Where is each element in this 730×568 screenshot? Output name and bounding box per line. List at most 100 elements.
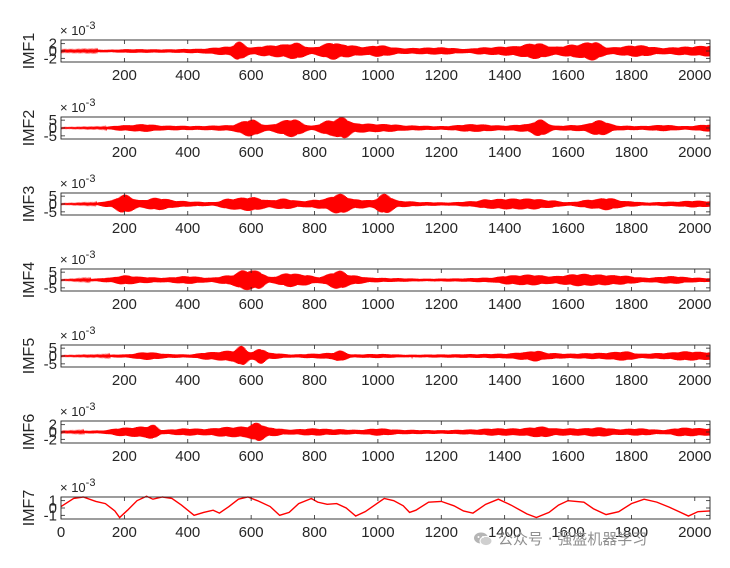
series-imf3 (60, 193, 711, 214)
x-tick-label: 2000 (678, 372, 711, 389)
y-tick-label: 2 (49, 36, 57, 53)
panel-imf5: -505 200 400 600 800 1000 1200 1400 1600 1800 2000… (21, 325, 711, 389)
x-tick-label: 600 (239, 372, 264, 389)
x-tick-label: 1200 (425, 372, 458, 389)
x-tick-label: 1800 (615, 220, 648, 237)
y-tick-label: -1 (44, 507, 57, 524)
y-axis-label: IMF5 (21, 338, 38, 375)
y-axis-label: IMF2 (21, 110, 38, 147)
x-tick-label: 1000 (361, 524, 394, 541)
x-tick-label: 2000 (678, 448, 711, 465)
x-tick-label: 1400 (488, 296, 521, 313)
exponent-power: -3 (86, 325, 96, 337)
series-imf7 (60, 495, 711, 519)
y-tick-label: 2 (49, 417, 57, 434)
x-tick-label: 1600 (551, 296, 584, 313)
x-tick-label: 800 (302, 144, 327, 161)
exponent-power: -3 (86, 97, 96, 109)
y-tick-label: 0 (49, 120, 57, 137)
x-tick-label: 1200 (425, 67, 458, 84)
x-tick-label: 1400 (488, 144, 521, 161)
x-tick-label: 600 (239, 296, 264, 313)
x-tick-label: 1400 (488, 524, 521, 541)
x-tick-label: 600 (239, 448, 264, 465)
y-axis-label: IMF7 (21, 490, 38, 527)
y-tick-label: -5 (44, 204, 57, 221)
x-tick-label: 1800 (615, 144, 648, 161)
panel-imf4: -505 200 400 600 800 1000 1200 1400 1600 1800 2000… (21, 249, 711, 313)
x-tick-label: 200 (112, 67, 137, 84)
x-tick-label: 1800 (615, 448, 648, 465)
x-tick-label: 1200 (425, 220, 458, 237)
axes-box (60, 496, 711, 520)
x-tick-label: 600 (239, 524, 264, 541)
x-tick-label: 200 (112, 524, 137, 541)
y-tick-label: 5 (49, 188, 57, 205)
x-tick-label: 800 (302, 220, 327, 237)
wechat-icon (473, 529, 493, 549)
y-tick-label: -5 (44, 280, 57, 297)
exponent-label: × 10-3 (60, 173, 95, 191)
exponent-label: × 10-3 (60, 20, 95, 38)
x-tick-label: 1600 (551, 144, 584, 161)
panel-imf1: -202 200 400 600 800 1000 1200 1400 1600 1800 2000… (21, 20, 711, 84)
x-tick-label: 1000 (361, 296, 394, 313)
x-tick-label: 1600 (551, 524, 584, 541)
x-tick-label: 1200 (425, 144, 458, 161)
x-tick-label: 1000 (361, 220, 394, 237)
exponent-power: -3 (86, 20, 96, 32)
y-tick-label: 0 (49, 196, 57, 213)
x-tick-label: 400 (175, 220, 200, 237)
x-tick-label: 1000 (361, 448, 394, 465)
y-tick-label: 0 (49, 500, 57, 517)
y-tick-label: -5 (44, 356, 57, 373)
exponent-power: -3 (86, 249, 96, 261)
x-tick-label: 1400 (488, 448, 521, 465)
x-tick-label: 400 (175, 144, 200, 161)
x-tick-label: 1600 (551, 372, 584, 389)
x-tick-label: 1800 (615, 524, 648, 541)
x-tick-label: 2000 (678, 220, 711, 237)
exponent-label: × 10-3 (60, 477, 95, 495)
y-tick-label: -5 (44, 128, 57, 145)
x-tick-label: 1000 (361, 372, 394, 389)
series-imf1 (60, 41, 711, 61)
x-tick-label: 1800 (615, 296, 648, 313)
x-tick-label: 800 (302, 448, 327, 465)
x-tick-label: 1400 (488, 372, 521, 389)
x-tick-label: 2000 (678, 524, 711, 541)
series-imf5 (60, 345, 711, 365)
y-axis-label: IMF3 (21, 186, 38, 223)
x-tick-label: 400 (175, 448, 200, 465)
y-tick-label: 0 (49, 348, 57, 365)
x-tick-label: 1000 (361, 144, 394, 161)
x-tick-label: 0 (57, 524, 65, 541)
watermark: 公众号 · 强盛机器学习 (473, 528, 647, 549)
exponent-label: × 10-3 (60, 249, 95, 267)
x-tick-label: 1600 (551, 448, 584, 465)
x-tick-label: 800 (302, 296, 327, 313)
exponent-power: -3 (86, 173, 96, 185)
y-axis-label: IMF6 (21, 414, 38, 451)
x-tick-label: 800 (302, 372, 327, 389)
x-tick-label: 1800 (615, 67, 648, 84)
exponent-power: -3 (86, 401, 96, 413)
x-tick-label: 800 (302, 67, 327, 84)
x-tick-label: 200 (112, 296, 137, 313)
y-tick-label: -2 (44, 431, 57, 448)
x-tick-label: 600 (239, 67, 264, 84)
x-tick-label: 1200 (425, 296, 458, 313)
exponent-label: × 10-3 (60, 325, 95, 343)
x-tick-label: 1400 (488, 220, 521, 237)
y-tick-label: 0 (49, 43, 57, 60)
x-tick-label: 200 (112, 372, 137, 389)
y-tick-label: 1 (49, 493, 57, 510)
exponent-label: × 10-3 (60, 401, 95, 419)
x-tick-label: 200 (112, 448, 137, 465)
exponent-label: × 10-3 (60, 97, 95, 115)
x-tick-label: 1400 (488, 67, 521, 84)
panel-imf6: -202 200 400 600 800 1000 1200 1400 1600 1800 2000… (21, 401, 711, 465)
series-imf4 (60, 270, 711, 291)
